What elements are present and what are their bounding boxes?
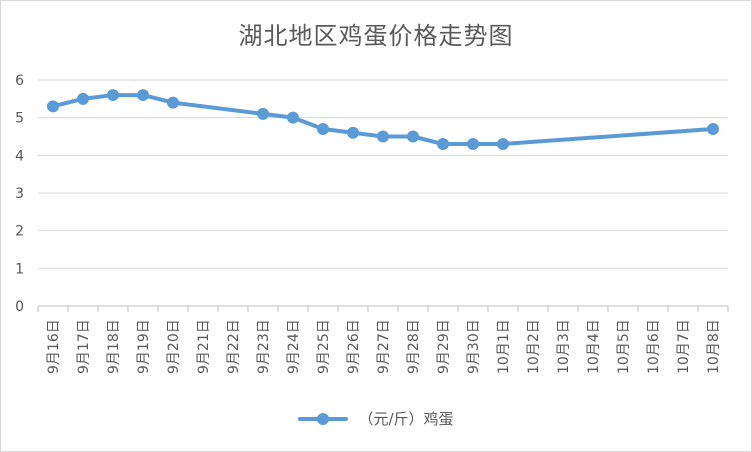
data-point: [107, 89, 119, 102]
data-point: [707, 122, 719, 135]
x-tick-label: 10月7日: [676, 319, 692, 374]
y-tick-label: 3: [15, 186, 24, 202]
x-tick-label: 9月27日: [376, 319, 392, 374]
x-tick-label: 9月28日: [406, 319, 422, 374]
y-tick-label: 6: [15, 73, 24, 89]
x-tick-label: 10月6日: [646, 319, 662, 374]
x-tick-label: 9月19日: [136, 319, 152, 374]
chart-title: 湖北地区鸡蛋价格走势图: [238, 22, 514, 50]
x-tick-label: 10月8日: [706, 319, 722, 374]
data-point: [437, 138, 449, 151]
x-tick-label: 9月26日: [346, 319, 362, 374]
x-tick-label: 10月4日: [586, 319, 602, 374]
data-point: [377, 130, 389, 143]
x-tick-label: 9月16日: [46, 319, 62, 374]
y-tick-label: 0: [15, 299, 24, 315]
x-tick-label: 9月25日: [316, 319, 332, 374]
x-tick-label: 9月22日: [226, 319, 242, 374]
data-point: [287, 111, 299, 124]
data-point: [257, 107, 269, 120]
x-tick-label: 9月18日: [106, 319, 122, 374]
x-tick-label: 9月23日: [256, 319, 272, 374]
y-tick-label: 1: [15, 261, 24, 277]
x-tick-label: 10月3日: [556, 319, 572, 374]
data-point: [407, 130, 419, 143]
x-tick-label: 10月1日: [496, 319, 512, 374]
x-tick-label: 9月21日: [196, 319, 212, 374]
x-tick-label: 9月20日: [166, 319, 182, 374]
data-point: [167, 96, 179, 109]
data-point: [497, 138, 509, 151]
data-point: [137, 89, 149, 102]
x-tick-label: 9月24日: [286, 319, 302, 374]
x-tick-label: 10月2日: [526, 319, 542, 374]
x-tick-label: 9月17日: [76, 319, 92, 374]
legend-series-label: （元/斤）鸡蛋: [358, 410, 454, 428]
x-tick-label: 9月30日: [466, 319, 482, 374]
data-point: [467, 138, 479, 151]
data-point: [347, 126, 359, 139]
x-tick-label: 10月5日: [616, 319, 632, 374]
data-point: [317, 122, 329, 135]
legend: （元/斤）鸡蛋: [0, 408, 752, 429]
y-tick-label: 2: [15, 224, 24, 240]
data-point: [47, 100, 59, 113]
data-point: [77, 92, 89, 105]
y-tick-label: 5: [15, 111, 24, 127]
legend-series-marker: [298, 412, 349, 425]
x-tick-label: 9月29日: [436, 319, 452, 374]
y-tick-label: 4: [15, 148, 24, 164]
